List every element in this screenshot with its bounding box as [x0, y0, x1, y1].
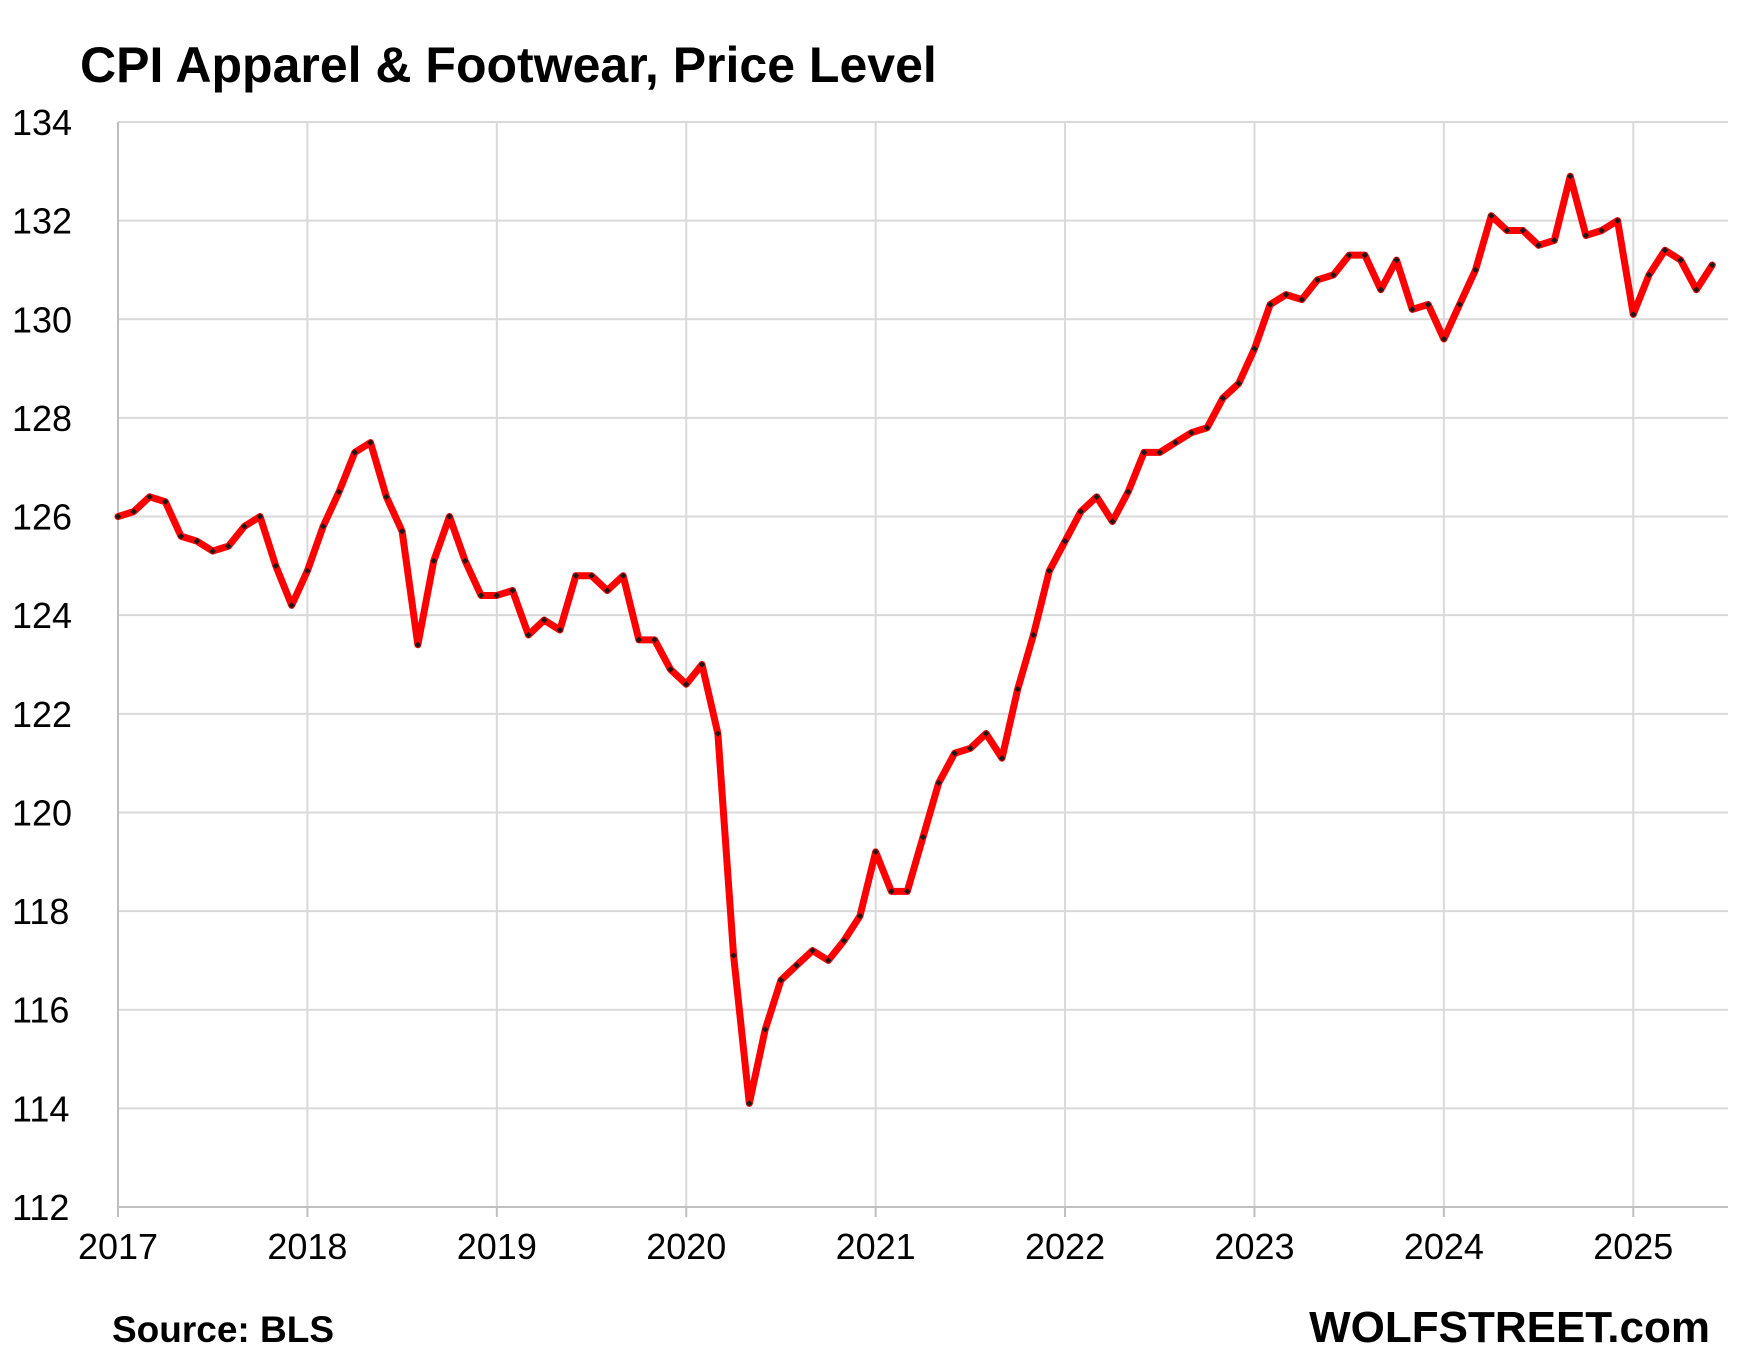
data-point — [714, 730, 722, 737]
data-point — [177, 533, 185, 540]
data-point — [777, 976, 785, 984]
data-point — [1630, 311, 1637, 318]
source-label: Source: BLS — [112, 1309, 334, 1350]
data-point — [1109, 518, 1116, 525]
data-point — [351, 449, 358, 456]
data-point — [825, 957, 832, 964]
data-point — [446, 513, 453, 520]
data-point — [1140, 449, 1148, 456]
data-point — [1203, 424, 1211, 431]
x-tick-label: 2023 — [1214, 1226, 1294, 1267]
data-point — [414, 641, 422, 648]
grid — [118, 121, 1728, 1208]
y-tick-label: 124 — [12, 595, 72, 636]
tick-labels: 112 114 116 118 120 122 124 126 128 130 132 134 2017… — [12, 102, 1673, 1267]
y-tick-label: 134 — [12, 102, 72, 143]
y-tick-label: 112 — [12, 1187, 69, 1228]
x-tick-label: 2018 — [267, 1226, 347, 1267]
data-point — [1709, 261, 1716, 269]
data-point — [272, 562, 279, 570]
x-tick-label: 2022 — [1025, 1226, 1105, 1267]
data-point — [1030, 631, 1037, 639]
data-point — [840, 937, 848, 944]
data-point — [493, 592, 501, 599]
data-point — [651, 636, 658, 644]
data-point — [604, 587, 611, 594]
data-point — [1567, 173, 1574, 180]
y-tick-label: 118 — [12, 891, 69, 932]
x-tick-label: 2025 — [1593, 1226, 1673, 1267]
axes — [117, 122, 1728, 1217]
series-layer — [114, 172, 1716, 1107]
data-point — [809, 947, 816, 954]
data-point — [856, 912, 864, 920]
data-point — [588, 572, 595, 579]
data-point — [1519, 227, 1527, 234]
data-point — [904, 888, 911, 895]
data-point — [1645, 271, 1653, 279]
data-point — [288, 602, 295, 609]
data-point — [793, 962, 800, 969]
y-tick-label: 132 — [12, 201, 72, 242]
data-point — [872, 848, 879, 856]
data-point — [1456, 301, 1463, 308]
x-tick-label: 2017 — [78, 1226, 158, 1267]
x-tick-label: 2021 — [836, 1226, 916, 1267]
data-point — [525, 631, 532, 639]
data-point — [1014, 685, 1021, 693]
data-point — [919, 833, 927, 841]
data-point — [335, 488, 343, 496]
data-point — [935, 779, 942, 787]
x-tick-label: 2024 — [1404, 1226, 1484, 1267]
data-point — [698, 661, 706, 668]
data-point — [1219, 394, 1227, 402]
data-point — [635, 636, 643, 644]
data-point — [572, 572, 579, 579]
x-tick-label: 2020 — [646, 1226, 726, 1267]
data-point — [162, 498, 169, 505]
data-point — [982, 730, 990, 737]
data-point — [951, 750, 958, 757]
data-point — [556, 626, 564, 634]
y-tick-label: 116 — [12, 990, 69, 1031]
data-point — [888, 888, 895, 895]
y-tick-label: 120 — [12, 792, 72, 833]
brand-label: WOLFSTREET.com — [1309, 1303, 1710, 1352]
chart-title: CPI Apparel & Footwear, Price Level — [80, 37, 937, 93]
data-point — [146, 493, 153, 501]
data-point — [383, 493, 390, 500]
y-tick-label: 126 — [12, 497, 72, 538]
y-tick-label: 130 — [12, 299, 72, 340]
data-point — [540, 616, 548, 624]
data-point — [477, 592, 485, 599]
y-tick-label: 122 — [12, 694, 72, 735]
data-point — [746, 1100, 753, 1107]
y-tick-label: 114 — [12, 1088, 69, 1129]
data-point — [683, 681, 690, 688]
data-point — [398, 528, 406, 535]
series-line — [114, 172, 1716, 1107]
data-point — [667, 666, 674, 673]
data-point — [1267, 301, 1274, 308]
data-point — [114, 513, 122, 520]
data-point — [225, 542, 232, 550]
data-point — [967, 745, 974, 752]
data-point — [509, 587, 516, 594]
data-point — [430, 557, 437, 565]
y-tick-label: 128 — [12, 398, 72, 439]
data-point — [1077, 508, 1084, 515]
x-tick-label: 2019 — [457, 1226, 537, 1267]
data-point — [730, 952, 737, 959]
data-point — [319, 523, 327, 530]
